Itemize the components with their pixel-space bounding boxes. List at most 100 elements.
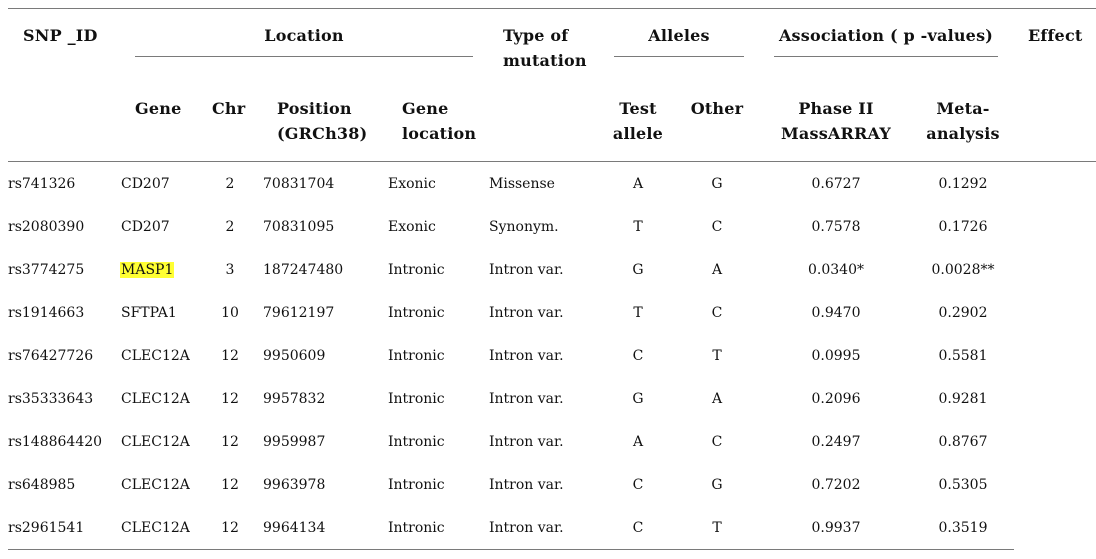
cell-type: Intron var. (489, 391, 564, 407)
cell-chr: 12 (221, 477, 239, 493)
cell-snp: rs35333643 (8, 391, 94, 407)
cell-position: 79612197 (263, 305, 335, 321)
cell-phase2: 0.6727 (811, 176, 861, 192)
cell-location: Intronic (388, 477, 445, 493)
header-phase2-2: MassARRAY (781, 124, 891, 143)
cell-location: Intronic (388, 434, 445, 450)
header-gene-location-2: location (402, 124, 477, 143)
table-row: rs148864420 CLEC12A 12 9959987 Intronic … (0, 433, 1096, 453)
cell-gene: CLEC12A (121, 348, 190, 364)
cell-other-allele: C (711, 305, 723, 321)
cell-other-allele: C (711, 219, 723, 235)
cell-type: Intron var. (489, 477, 564, 493)
cell-gene: CLEC12A (121, 391, 190, 407)
header-snp-id: SNP _ID (23, 26, 98, 45)
cell-meta: 0.5581 (938, 348, 988, 364)
cell-type: Intron var. (489, 434, 564, 450)
cell-type: Missense (489, 176, 555, 192)
cell-chr: 2 (225, 176, 235, 192)
cell-phase2: 0.7578 (811, 219, 861, 235)
cell-location: Intronic (388, 348, 445, 364)
cell-snp: rs648985 (8, 477, 76, 493)
cell-meta: 0.1726 (938, 219, 988, 235)
header-other: Other (690, 99, 744, 118)
cell-test-allele: T (633, 305, 643, 321)
cell-other-allele: G (711, 477, 723, 493)
cell-test-allele: G (632, 262, 644, 278)
cell-gene: SFTPA1 (121, 305, 177, 321)
header-test-allele-2: allele (612, 124, 664, 143)
cell-location: Intronic (388, 520, 445, 536)
highlighted-gene-name: MASP1 (120, 262, 175, 278)
cell-test-allele: A (632, 434, 644, 450)
cell-other-allele: A (711, 391, 723, 407)
cell-gene: CLEC12A (121, 434, 190, 450)
header-gene: Gene (135, 99, 182, 118)
header-association: Association ( p -values) (778, 26, 994, 45)
cell-snp: rs1914663 (8, 305, 85, 321)
bottom-rule (8, 549, 1014, 550)
header-phase2-1: Phase II (798, 99, 874, 118)
header-type-of-mutation-1: Type of (503, 26, 569, 45)
table-row: rs2961541 CLEC12A 12 9964134 Intronic In… (0, 519, 1096, 539)
cell-phase2: 0.9470 (811, 305, 861, 321)
cell-type: Synonym. (489, 219, 559, 235)
association-rule (774, 56, 998, 57)
table-row: rs2080390 CD207 2 70831095 Exonic Synony… (0, 218, 1096, 238)
cell-location: Intronic (388, 262, 445, 278)
cell-test-allele: A (632, 176, 644, 192)
header-meta-1: Meta- (936, 99, 990, 118)
cell-snp: rs148864420 (8, 434, 103, 450)
cell-position: 70831095 (263, 219, 335, 235)
cell-snp: rs3774275 (8, 262, 85, 278)
cell-type: Intron var. (489, 348, 564, 364)
cell-type: Intron var. (489, 305, 564, 321)
table-row: rs76427726 CLEC12A 12 9950609 Intronic I… (0, 347, 1096, 367)
cell-position: 70831704 (263, 176, 335, 192)
cell-test-allele: C (632, 477, 644, 493)
cell-chr: 12 (221, 520, 239, 536)
cell-position: 187247480 (263, 262, 344, 278)
cell-position: 9964134 (263, 520, 326, 536)
cell-gene: CD207 (121, 219, 170, 235)
cell-position: 9950609 (263, 348, 326, 364)
header-position-1: Position (277, 99, 352, 118)
cell-chr: 10 (221, 305, 239, 321)
cell-chr: 12 (221, 434, 239, 450)
header-gene-location-1: Gene (402, 99, 449, 118)
cell-meta: 0.0028** (931, 262, 995, 278)
cell-gene-highlighted: MASP1 (120, 261, 175, 279)
cell-test-allele: G (632, 391, 644, 407)
table-row: rs1914663 SFTPA1 10 79612197 Intronic In… (0, 304, 1096, 324)
cell-position: 9957832 (263, 391, 326, 407)
header-bottom-rule (8, 161, 1096, 162)
cell-type: Intron var. (489, 262, 564, 278)
cell-position: 9959987 (263, 434, 326, 450)
header-type-of-mutation-2: mutation (503, 51, 587, 70)
cell-gene: CD207 (121, 176, 170, 192)
header-test-allele-1: Test (619, 99, 657, 118)
header-chr: Chr (212, 99, 246, 118)
cell-phase2: 0.2096 (811, 391, 861, 407)
cell-snp: rs2961541 (8, 520, 85, 536)
cell-other-allele: T (712, 348, 722, 364)
cell-snp: rs76427726 (8, 348, 94, 364)
cell-phase2: 0.0995 (811, 348, 861, 364)
header-position-2: (GRCh38) (277, 124, 368, 143)
cell-phase2: 0.7202 (811, 477, 861, 493)
location-rule (135, 56, 473, 57)
cell-meta: 0.5305 (938, 477, 988, 493)
cell-meta: 0.8767 (938, 434, 988, 450)
cell-location: Intronic (388, 391, 445, 407)
cell-meta: 0.1292 (938, 176, 988, 192)
alleles-rule (614, 56, 744, 57)
cell-other-allele: C (711, 434, 723, 450)
cell-chr: 12 (221, 348, 239, 364)
cell-other-allele: A (711, 262, 723, 278)
table-row: rs741326 CD207 2 70831704 Exonic Missens… (0, 175, 1096, 195)
cell-gene: CLEC12A (121, 477, 190, 493)
cell-snp: rs741326 (8, 176, 76, 192)
cell-meta: 0.3519 (938, 520, 988, 536)
cell-other-allele: T (712, 520, 722, 536)
cell-chr: 2 (225, 219, 235, 235)
